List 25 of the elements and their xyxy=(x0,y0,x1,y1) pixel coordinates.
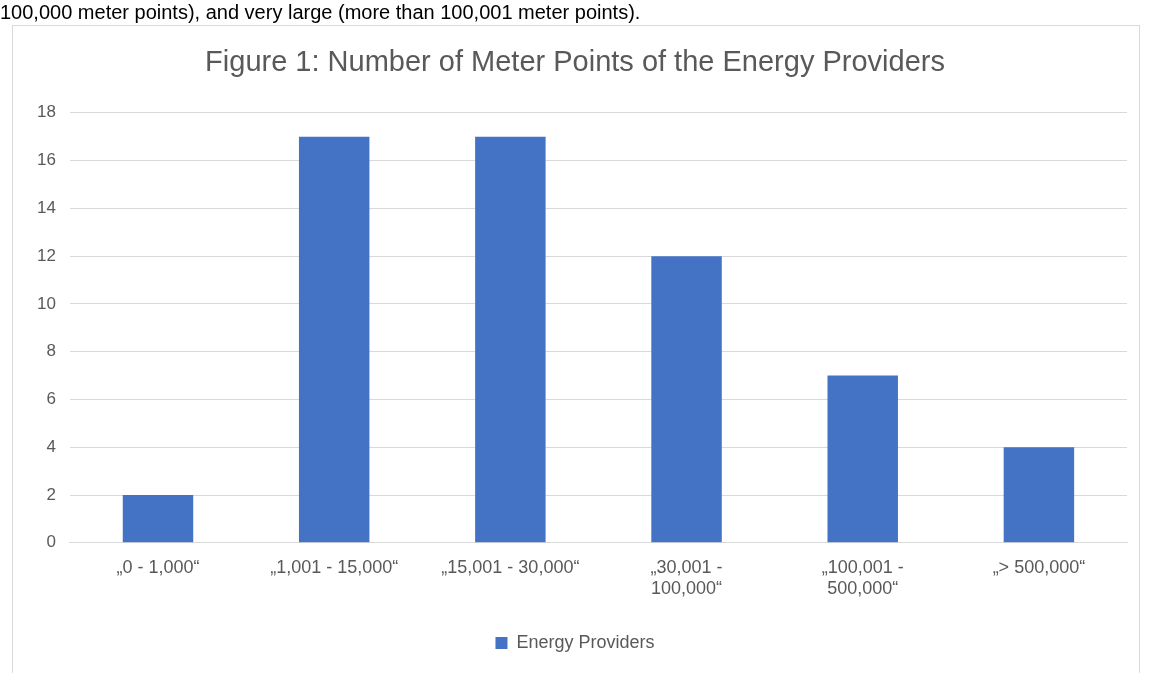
text: 100,000 meter points), and very large (more than 100,001 meter points). xyxy=(0,0,641,24)
y-tick-label: 16 xyxy=(36,150,56,170)
legend-label: Energy Providers xyxy=(516,631,655,652)
y-tick-label: 0 xyxy=(46,532,56,552)
x-tick-label: „100,001 - 500,000“ xyxy=(821,556,904,599)
bar xyxy=(122,495,194,543)
x-tick-label: „1,001 - 15,000“ xyxy=(270,556,399,577)
y-tick-label: 2 xyxy=(46,484,56,504)
bar xyxy=(475,136,546,543)
x-tick-label: „30,001 - 100,000“ xyxy=(650,556,723,599)
bar xyxy=(1003,447,1075,543)
y-tick-label: 10 xyxy=(36,293,56,313)
y-tick-label: 18 xyxy=(36,102,56,122)
y-tick-label: 12 xyxy=(36,245,56,265)
y-tick-label: 14 xyxy=(36,198,56,218)
x-tick-label: „0 - 1,000“ xyxy=(116,556,200,577)
x-tick-label: „15,001 - 30,000“ xyxy=(441,556,580,577)
y-tick-label: 6 xyxy=(46,389,56,409)
y-tick-label: 8 xyxy=(46,341,56,361)
chart-title: Figure 1: Number of Meter Points of the Energy Providers xyxy=(205,45,945,78)
y-tick-label: 4 xyxy=(46,436,56,456)
bar xyxy=(827,375,898,543)
bar xyxy=(298,136,370,543)
x-tick-label: „> 500,000“ xyxy=(992,556,1086,577)
bar xyxy=(651,256,722,543)
